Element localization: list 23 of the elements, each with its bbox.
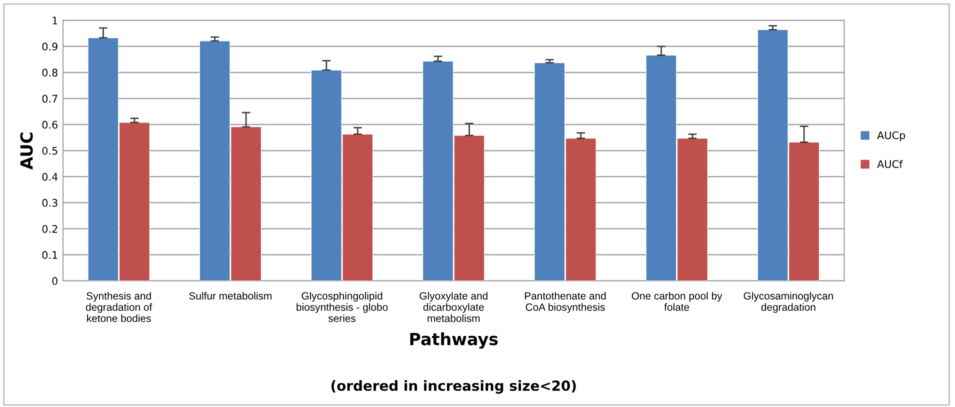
x-axis-title: Pathways <box>410 332 498 349</box>
x-tick-label: Synthesis and degradation of ketone bodies <box>86 292 152 322</box>
y-tick-label: 0.7 <box>42 94 58 103</box>
x-tick-label: Sulfur metabolism <box>189 292 272 300</box>
x-tick-label: Glycosphingolipid biosynthesis - globo series <box>296 292 388 322</box>
x-tick-label: Glyoxylate and dicarboxylate metabolism <box>420 292 488 322</box>
legend-label: AUCf <box>877 160 903 168</box>
y-tick-label: 0.5 <box>42 146 58 155</box>
y-tick-label: 1 <box>52 16 58 24</box>
text: (ordered in increasing size<20) <box>331 380 576 394</box>
y-tick-label: 0.6 <box>42 120 58 129</box>
y-tick-label: 0.2 <box>42 224 58 233</box>
y-tick-label: 0.8 <box>42 68 58 77</box>
y-tick-label: 0.9 <box>42 42 58 51</box>
x-tick-label: One carbon pool by folate <box>632 292 722 311</box>
y-axis-title: AUC <box>20 132 33 170</box>
x-tick-label: Pantothenate and CoA biosynthesis <box>524 292 606 313</box>
y-tick-label: 0.4 <box>42 172 58 181</box>
legend-label: AUCp <box>877 131 906 142</box>
y-tick-label: 0.1 <box>42 251 58 259</box>
x-tick-label: Glycosaminoglycan degradation <box>744 292 833 313</box>
y-tick-label: 0 <box>52 277 58 285</box>
y-tick-label: 0.3 <box>42 198 58 207</box>
